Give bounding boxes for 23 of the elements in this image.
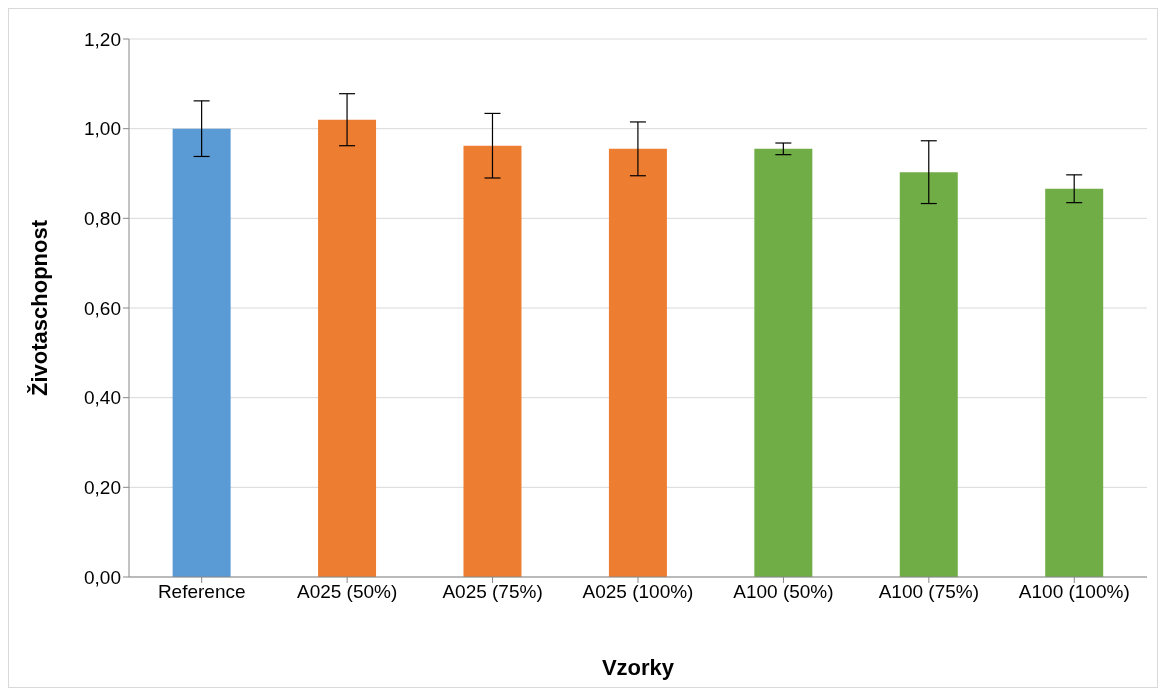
bar bbox=[899, 172, 958, 577]
bar bbox=[1045, 188, 1104, 577]
bar bbox=[754, 148, 813, 577]
x-tick-label: Reference bbox=[157, 581, 246, 603]
bar bbox=[463, 145, 522, 577]
bar bbox=[172, 128, 231, 577]
x-tick-label: A100 (100%) bbox=[1018, 581, 1130, 603]
x-tick-label: A025 (100%) bbox=[582, 581, 694, 603]
y-tick-label: 0,40 bbox=[84, 387, 121, 409]
x-tick-label: A100 (50%) bbox=[733, 581, 834, 603]
y-axis-title: Životaschopnost bbox=[26, 219, 52, 397]
y-tick-label: 1,20 bbox=[84, 28, 121, 50]
y-tick-label: 0,80 bbox=[84, 208, 121, 230]
y-tick-label: 0,60 bbox=[84, 297, 121, 319]
y-tick-label: 1,00 bbox=[84, 118, 121, 140]
x-tick-label: A100 (75%) bbox=[878, 581, 980, 603]
x-tick-label: A025 (50%) bbox=[296, 581, 398, 603]
y-tick-label: 0,20 bbox=[84, 477, 121, 499]
x-tick-label: A025 (75%) bbox=[442, 581, 543, 603]
x-axis-title: Vzorky bbox=[601, 655, 675, 680]
bar bbox=[608, 148, 667, 577]
bar bbox=[318, 119, 377, 577]
y-tick-label: 0,00 bbox=[84, 566, 121, 588]
